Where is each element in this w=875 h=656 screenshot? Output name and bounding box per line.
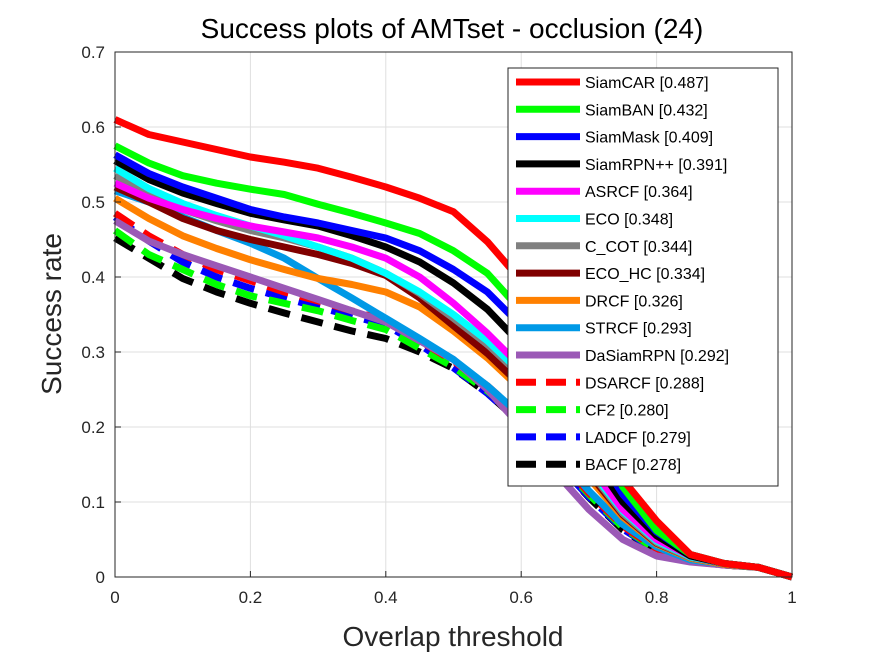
y-tick-label: 0 bbox=[96, 568, 105, 587]
series-lines bbox=[112, 116, 793, 581]
legend-label-9: STRCF [0.293] bbox=[585, 321, 692, 338]
legend-label-14: BACF [0.278] bbox=[585, 457, 681, 474]
plot-area-frame bbox=[114, 51, 793, 578]
legend: SiamCAR [0.487] SiamBAN [0.432] SiamMask [… bbox=[507, 67, 779, 487]
y-tick-label: 0.1 bbox=[81, 493, 105, 512]
y-axis-label: Success rate bbox=[36, 233, 67, 395]
legend-label-13: LADCF [0.279] bbox=[585, 430, 691, 447]
legend-label-10: DaSiamRPN [0.292] bbox=[585, 348, 729, 365]
series-line-0 bbox=[113, 116, 793, 581]
x-axis-label: Overlap threshold bbox=[342, 621, 563, 652]
legend-label-2: SiamMask [0.409] bbox=[585, 130, 713, 147]
y-tick-label: 0.5 bbox=[81, 193, 105, 212]
x-tick-label: 0.2 bbox=[239, 588, 263, 607]
legend-label-7: ECO_HC [0.334] bbox=[585, 266, 705, 283]
legend-label-5: ECO [0.348] bbox=[585, 212, 673, 229]
x-tick-label: 0.8 bbox=[645, 588, 669, 607]
y-tick-label: 0.3 bbox=[81, 343, 105, 362]
axis-ticks: 0 0.2 0.4 0.6 0.8 1 0 0.1 0.2 0.3 0.4 0.5 0.6 0.7 bbox=[81, 43, 796, 607]
legend-label-6: C_COT [0.344] bbox=[585, 239, 692, 256]
y-tick-label: 0.6 bbox=[81, 118, 105, 137]
x-tick-label: 0.4 bbox=[374, 588, 398, 607]
legend-label-11: DSARCF [0.288] bbox=[585, 375, 704, 392]
legend-label-4: ASRCF [0.364] bbox=[585, 184, 693, 201]
x-tick-label: 1 bbox=[787, 588, 796, 607]
legend-label-3: SiamRPN++ [0.391] bbox=[585, 157, 727, 174]
y-tick-label: 0.4 bbox=[81, 268, 105, 287]
y-tick-label: 0.7 bbox=[81, 43, 105, 62]
legend-label-0: SiamCAR [0.487] bbox=[585, 75, 709, 92]
x-tick-label: 0.6 bbox=[509, 588, 533, 607]
series-line-13 bbox=[112, 214, 793, 581]
legend-label-12: CF2 [0.280] bbox=[585, 403, 669, 420]
x-tick-label: 0 bbox=[110, 588, 119, 607]
y-tick-label: 0.2 bbox=[81, 418, 105, 437]
legend-label-8: DRCF [0.326] bbox=[585, 293, 683, 310]
chart-title: Success plots of AMTset - occlusion (24) bbox=[201, 13, 704, 44]
legend-label-1: SiamBAN [0.432] bbox=[585, 102, 708, 119]
